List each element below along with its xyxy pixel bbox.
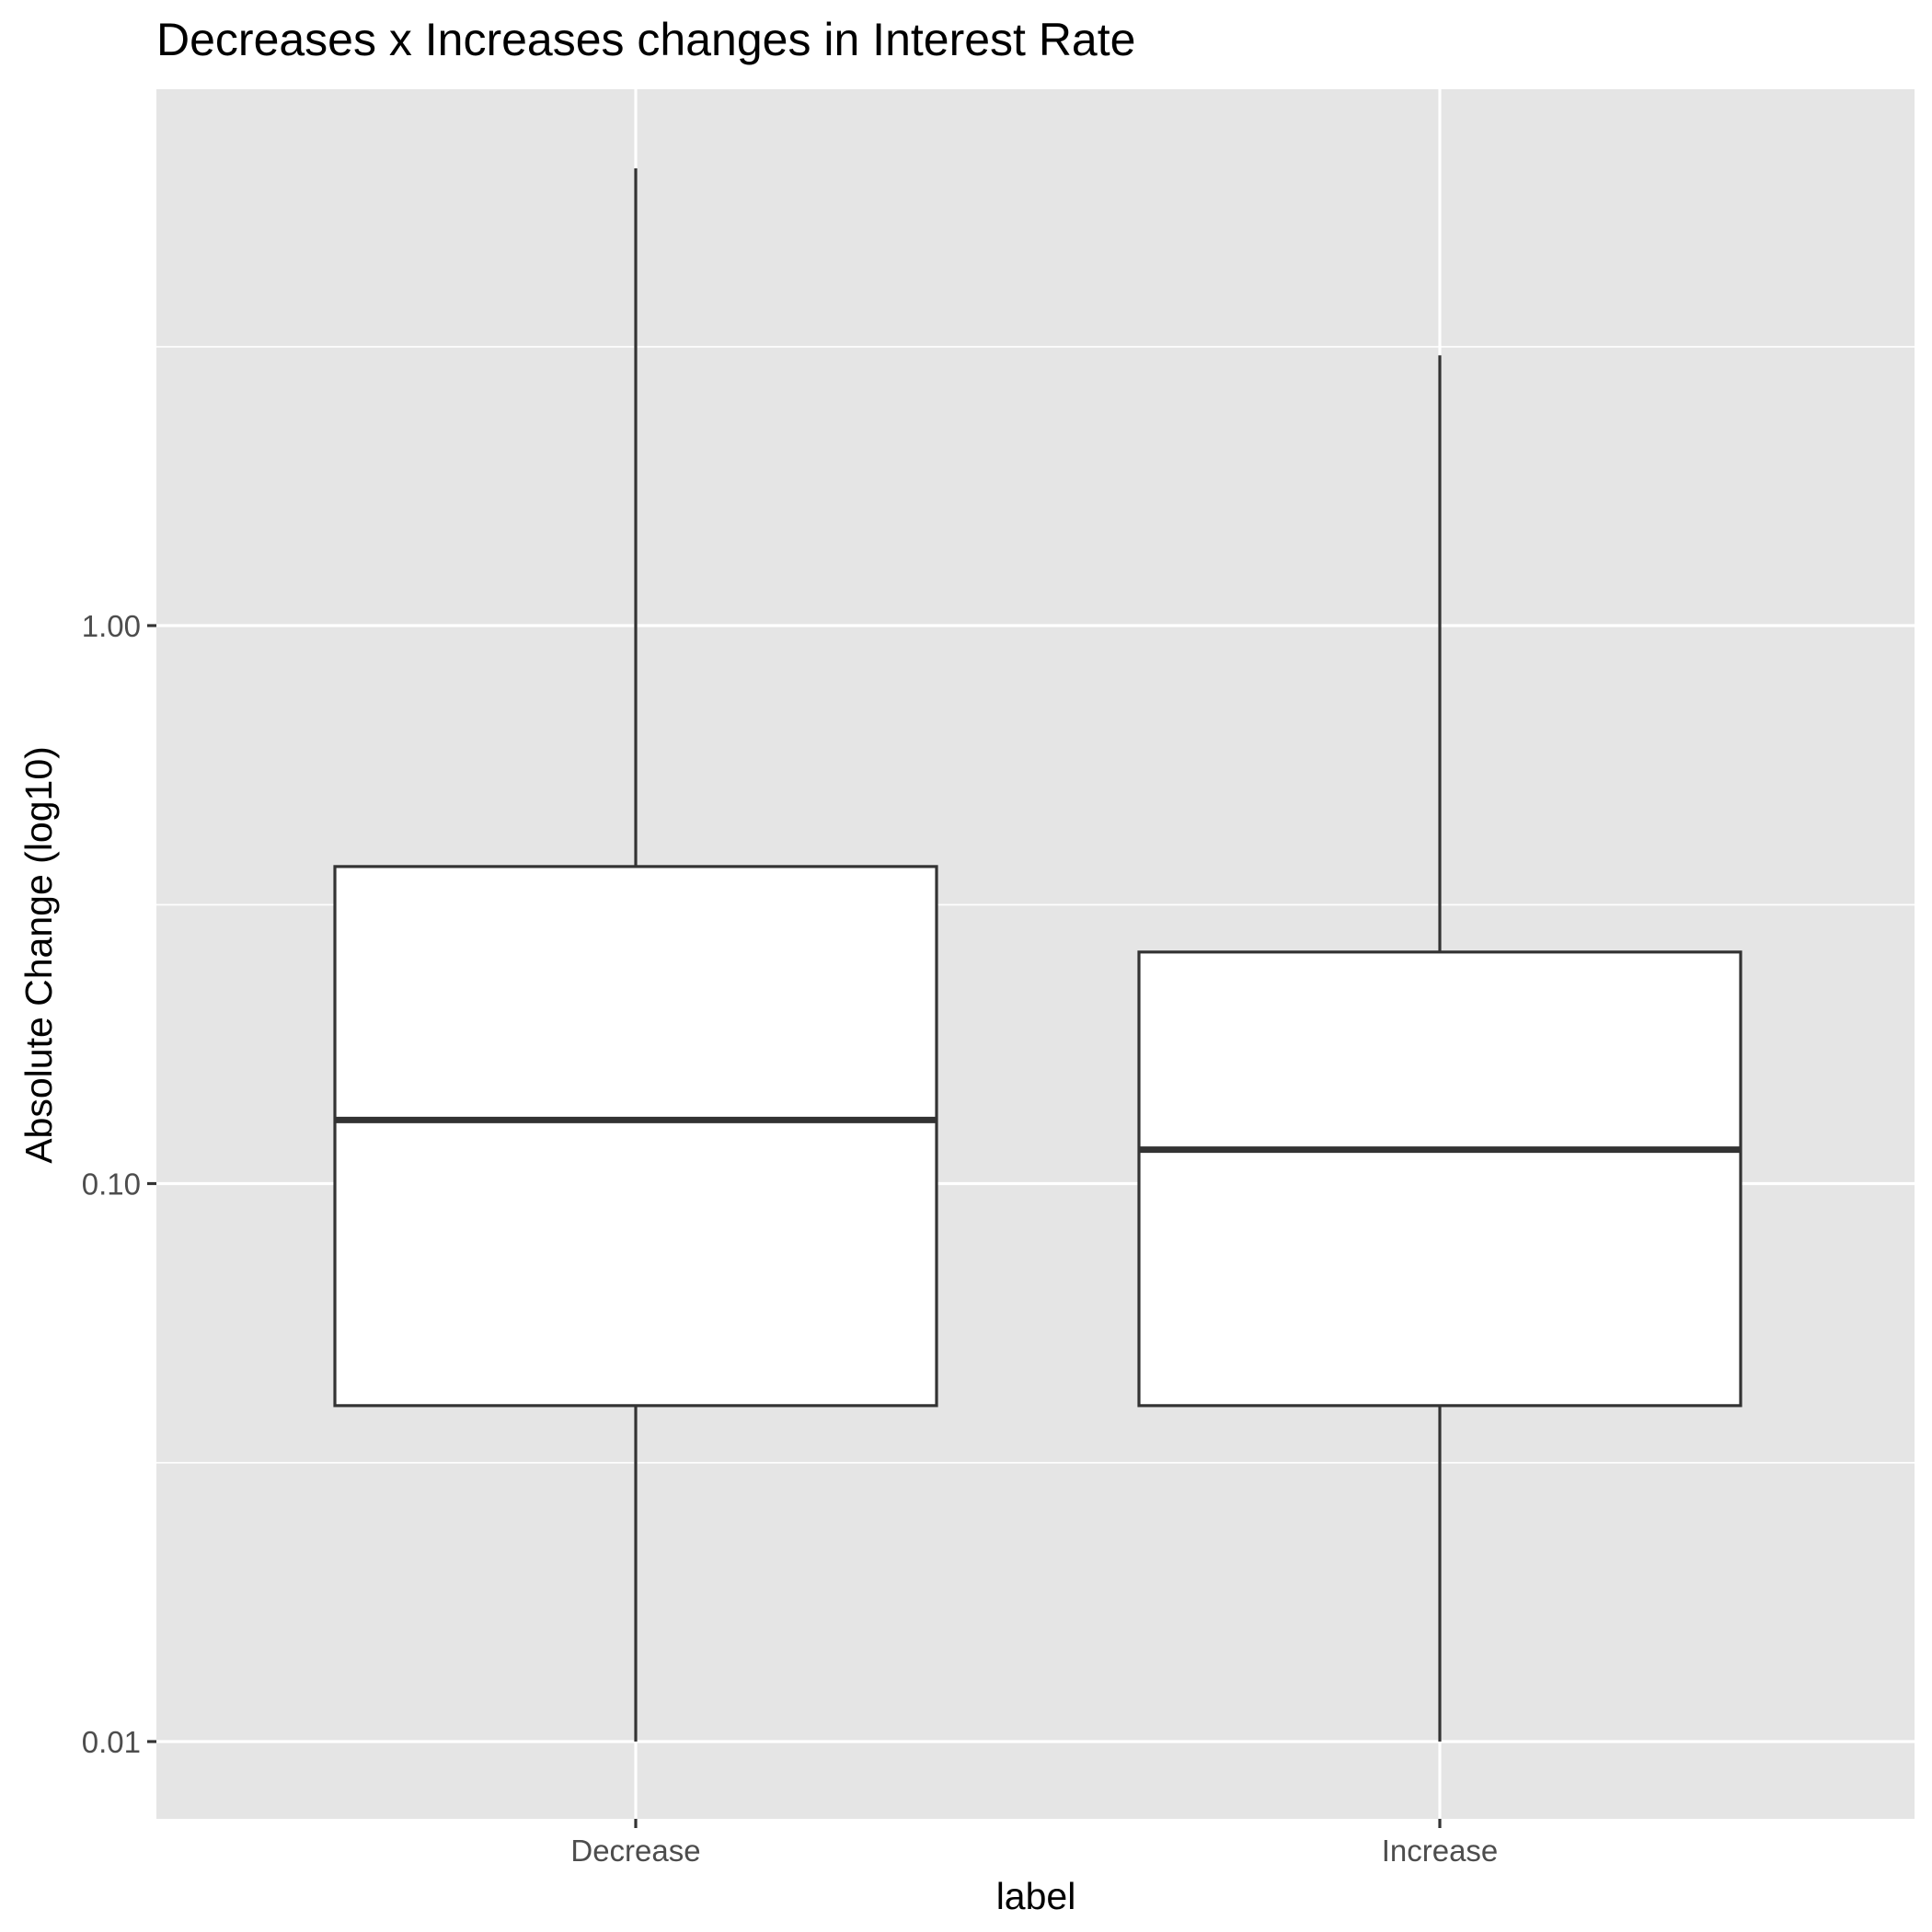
boxplot-decrease [333, 167, 938, 1742]
x-axis: Decrease Increase [570, 1819, 1498, 1868]
x-tick-label: Increase [1382, 1834, 1499, 1868]
iqr-box [1137, 950, 1742, 1408]
boxplot-increase [1137, 355, 1742, 1742]
x-tick-label: Decrease [570, 1834, 700, 1868]
y-axis-title: Absolute Change (log10) [17, 746, 60, 1164]
boxplots [333, 167, 1742, 1742]
y-tick-label: 0.01 [82, 1725, 141, 1759]
iqr-box [333, 865, 938, 1408]
y-tick-label: 0.10 [82, 1167, 141, 1202]
chart-title: Decreases x Increases changes in Interes… [156, 14, 1135, 65]
x-axis-title: label [996, 1875, 1076, 1917]
y-tick-label: 1.00 [82, 609, 141, 643]
y-axis: 0.01 0.10 1.00 [82, 609, 156, 1759]
